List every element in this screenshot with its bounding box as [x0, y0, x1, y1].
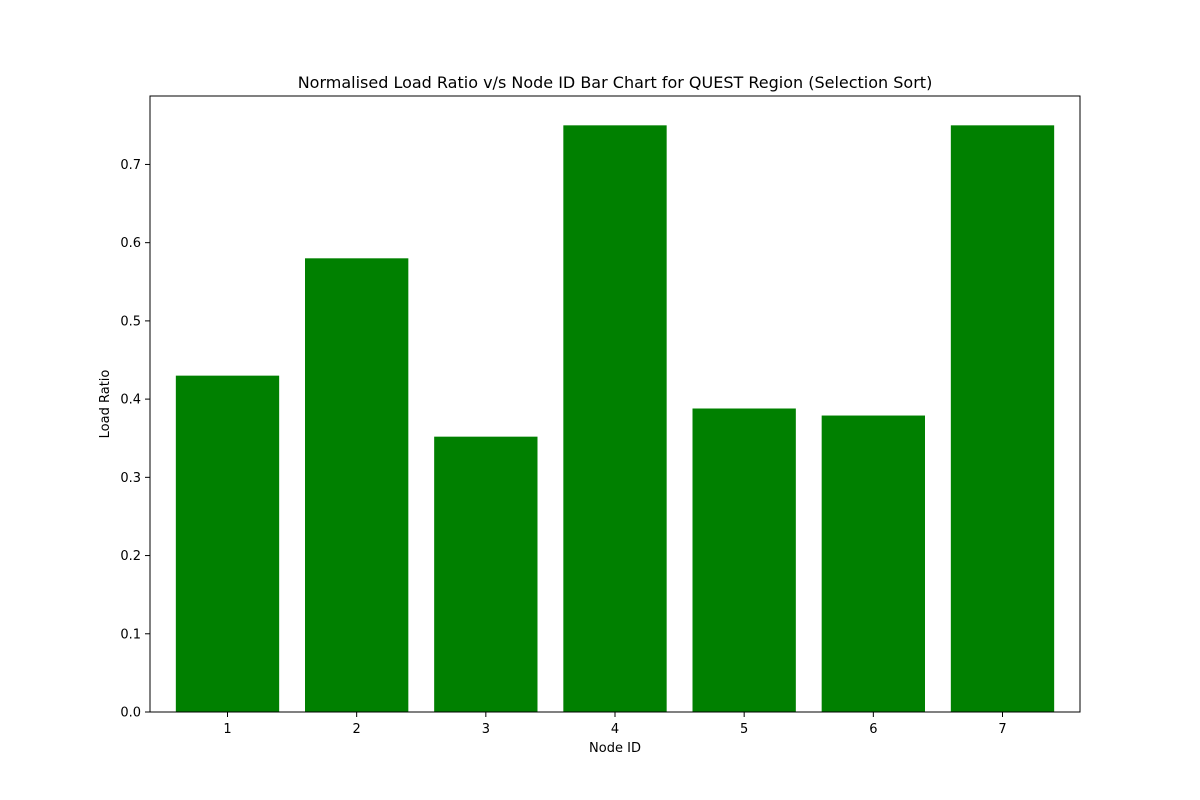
x-tick-label: 2: [353, 722, 361, 737]
y-tick-label: 0.3: [120, 471, 141, 486]
y-tick-label: 0.5: [120, 314, 141, 329]
y-tick-label: 0.1: [120, 627, 141, 642]
x-tick-label: 7: [998, 722, 1006, 737]
x-tick-label: 3: [482, 722, 490, 737]
x-tick-label: 6: [869, 722, 877, 737]
y-tick-label: 0.7: [120, 158, 141, 173]
chart-title: Normalised Load Ratio v/s Node ID Bar Ch…: [298, 73, 933, 92]
y-tick-label: 0.4: [120, 393, 141, 408]
y-tick-label: 0.6: [120, 236, 141, 251]
bar-node-3: [434, 436, 538, 712]
x-axis-label: Node ID: [589, 741, 641, 756]
bar-node-7: [950, 125, 1055, 713]
y-tick-label: 0.0: [120, 706, 141, 721]
bar-node-4: [563, 125, 667, 713]
y-axis-ticks: 0.0 0.1 0.2 0.3 0.4 0.5 0.6 0.7: [120, 158, 150, 721]
x-tick-label: 5: [740, 722, 748, 737]
y-axis-label: Load Ratio: [98, 370, 113, 439]
bar-node-5: [692, 408, 796, 712]
bar-node-2: [305, 258, 409, 712]
bar-node-1: [175, 375, 280, 712]
bar-node-6: [821, 415, 925, 712]
x-tick-label: 1: [223, 722, 231, 737]
y-tick-label: 0.2: [120, 549, 141, 564]
x-tick-label: 4: [611, 722, 619, 737]
x-axis-ticks: 1 2 3 4 5 6 7: [223, 712, 1007, 737]
plot-area-frame: [149, 95, 1081, 713]
bars-group: [175, 125, 1055, 713]
